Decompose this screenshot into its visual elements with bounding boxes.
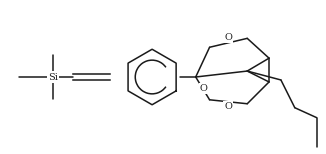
Text: Si: Si [48,73,58,81]
Text: O: O [225,102,232,111]
Text: O: O [200,84,208,93]
Text: O: O [225,33,232,42]
